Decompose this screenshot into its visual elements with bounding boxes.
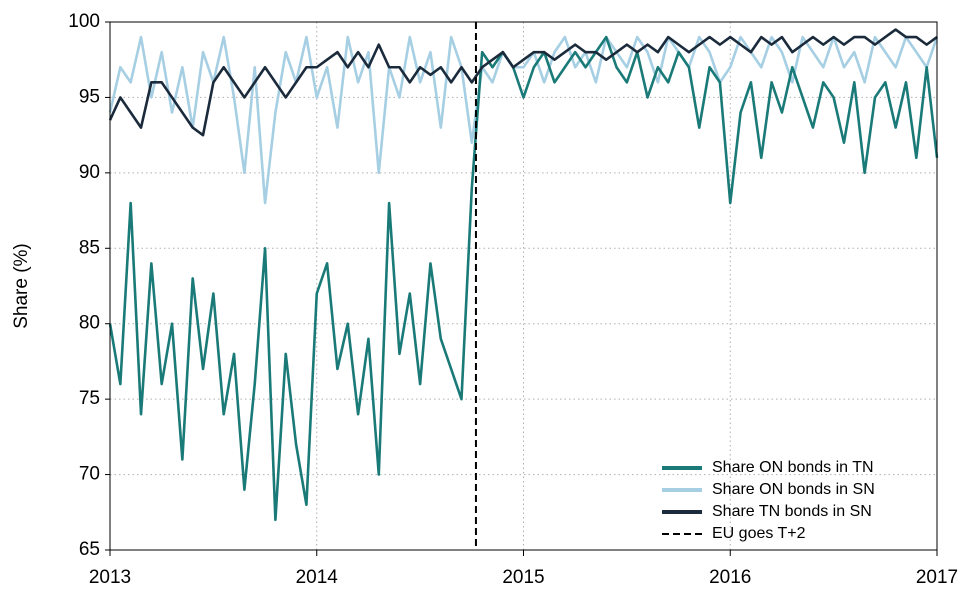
x-tick-label: 2015 [502,567,544,588]
series-line [108,28,938,137]
legend-label: Share TN bonds in SN [712,503,872,520]
legend-label: EU goes T+2 [712,525,806,542]
legend-label: Share ON bonds in TN [712,459,874,476]
plot-frame [109,21,938,551]
series-line [108,35,939,522]
x-tick-label: 2016 [709,567,751,588]
y-axis-label: Share (%) [11,243,32,329]
series-line [108,35,939,205]
y-tick-label: 95 [79,86,100,107]
y-tick-label: 65 [79,539,100,560]
legend: Share ON bonds in TN Share ON bonds in SN… [662,459,875,542]
x-tick-label: 2017 [916,567,958,588]
x-tick-label: 2013 [89,567,131,588]
y-tick-label: 100 [68,11,100,32]
y-tick-label: 90 [79,162,100,183]
x-tick-label: 2014 [296,567,339,588]
y-tick-label: 70 [79,464,100,485]
y-tick-label: 85 [79,237,100,258]
legend-label: Share ON bonds in SN [712,481,875,498]
y-tick-label: 75 [79,388,100,409]
y-tick-label: 80 [79,313,100,334]
